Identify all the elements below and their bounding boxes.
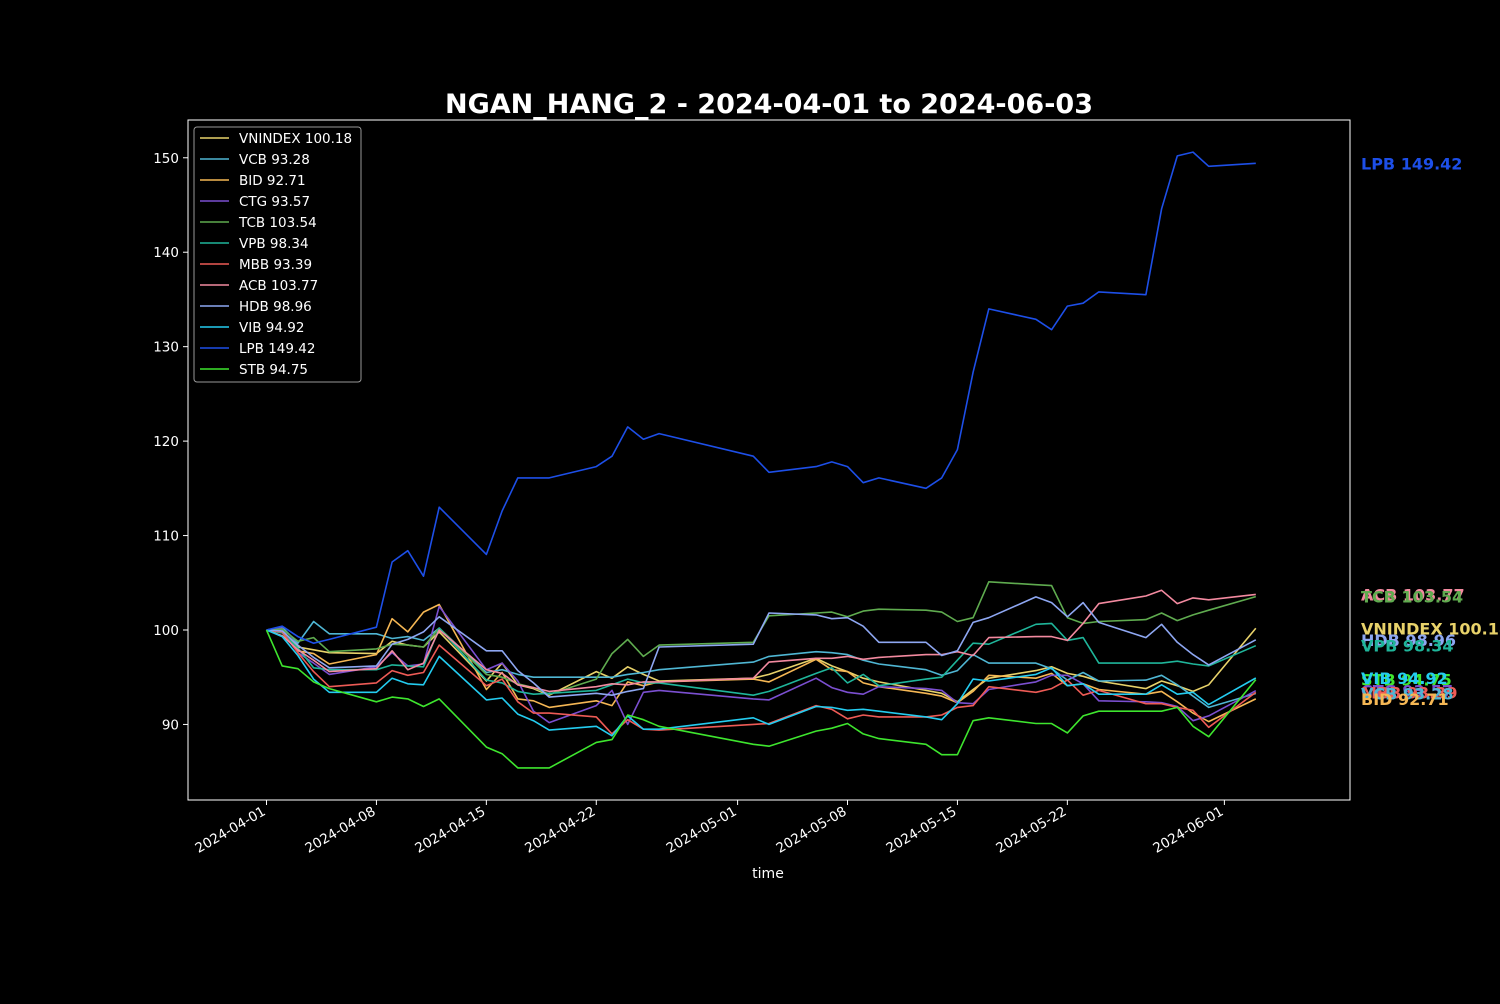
- series-line-vcb: [266, 620, 1257, 709]
- legend-entry: CTG 93.57: [239, 194, 310, 210]
- chart-title: NGAN_HANG_2 - 2024-04-01 to 2024-06-03: [445, 89, 1093, 120]
- legend-entry: LPB 149.42: [239, 341, 315, 357]
- series-line-vib: [266, 629, 1257, 737]
- end-label: CTG 93.57: [1361, 682, 1453, 701]
- legend-entry: ACB 103.77: [239, 278, 318, 294]
- legend-entry: STB 94.75: [239, 362, 308, 378]
- end-label: TCB 103.54: [1361, 588, 1463, 607]
- legend-entry: MBB 93.39: [239, 257, 312, 273]
- y-tick-label: 90: [162, 717, 179, 733]
- legend-entry: VCB 93.28: [239, 152, 310, 168]
- series-line-vpb: [266, 622, 1257, 697]
- end-label: STB 94.75: [1361, 671, 1452, 690]
- end-label: VNINDEX 100.18: [1361, 619, 1500, 638]
- y-tick-label: 110: [153, 529, 179, 545]
- y-tick-label: 120: [153, 434, 179, 450]
- legend-entry: VIB 94.92: [239, 320, 304, 336]
- legend-entry: BID 92.71: [239, 173, 306, 189]
- x-axis-label: time: [752, 866, 784, 882]
- series-line-stb: [265, 629, 1257, 769]
- end-label: MBB 93.39: [1361, 683, 1458, 702]
- series-line-lpb: [266, 151, 1256, 645]
- y-tick-label: 100: [153, 623, 179, 639]
- legend-frame: [193, 126, 362, 383]
- legend: VNINDEX 100.18 VCB 93.28 BID 92.71 CTG 93.5…: [193, 126, 362, 383]
- series-lines: [265, 151, 1257, 769]
- series-line-mbb: [266, 629, 1257, 735]
- y-tick-label: 140: [153, 245, 179, 261]
- end-label: BID 92.71: [1361, 690, 1449, 709]
- plot-area-frame: [187, 119, 1351, 801]
- series-line-hdb: [266, 596, 1257, 698]
- legend-entry: VPB 98.34: [239, 236, 309, 252]
- end-label: VCB 93.28: [1361, 684, 1454, 703]
- y-tick-label: 130: [153, 340, 179, 356]
- end-label: HDB 98.96: [1361, 631, 1456, 650]
- end-label: VPB 98.34: [1361, 637, 1453, 656]
- legend-entry: VNINDEX 100.18: [239, 131, 352, 147]
- series-line-acb: [266, 589, 1256, 693]
- end-label: LPB 149.42: [1361, 154, 1462, 173]
- y-tick-label: 150: [153, 151, 179, 167]
- legend-entry: TCB 103.54: [238, 215, 317, 231]
- end-label: VIB 94.92: [1361, 669, 1448, 688]
- legend-entry: HDB 98.96: [239, 299, 312, 315]
- end-label: ACB 103.77: [1361, 585, 1465, 604]
